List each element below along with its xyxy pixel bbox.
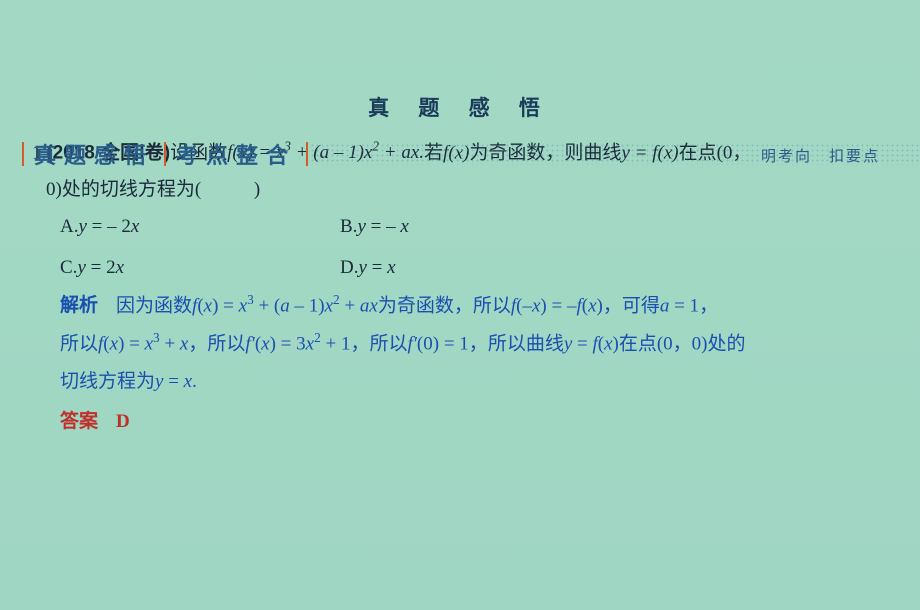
explain-label: 解析 (60, 295, 98, 316)
option-a: A.y = – 2x (60, 208, 340, 245)
math-expr: f (511, 295, 516, 316)
dotted-rule: 明考向 扣要点 (310, 143, 920, 165)
option-d: D.y = x (340, 249, 620, 286)
divider-icon (306, 142, 308, 166)
divider-icon (164, 142, 166, 166)
explain-text: 所以曲线 (488, 333, 564, 354)
answer: 答案 D (32, 403, 888, 440)
header-title-2: 考点整合 (176, 138, 296, 170)
explanation: 解析因为函数f(x) = x3 + (a – 1)x2 + ax为奇函数，所以f… (32, 287, 888, 402)
header-subtitle: 明考向 扣要点 (761, 145, 880, 166)
explain-text: 切线方程为 (60, 371, 155, 392)
answer-label: 答案 (60, 411, 98, 432)
explain-text: 因为函数 (116, 295, 192, 316)
explain-text: 在点(0，0)处的 (619, 333, 746, 354)
option-c: C.y = 2x (60, 249, 340, 286)
math-expr: f (192, 295, 197, 316)
explain-text: 为奇函数，所以 (378, 295, 511, 316)
header-title-1: 真题感悟 (34, 138, 154, 170)
explain-text: 所以 (369, 333, 407, 354)
answer-value: D (116, 411, 130, 432)
stem-line-2: 0)处的切线方程为( ) (32, 171, 888, 208)
option-b: B.y = – x (340, 208, 620, 245)
explain-text: 所以 (207, 333, 245, 354)
section-title: 真 题 感 悟 (0, 92, 920, 122)
divider-icon (22, 142, 24, 166)
header-bar: 真题感悟 考点整合 明考向 扣要点 (0, 140, 920, 168)
explain-text: 可得 (622, 295, 660, 316)
header-left: 真题感悟 考点整合 (0, 138, 308, 170)
explain-text: 所以 (60, 333, 98, 354)
options: A.y = – 2x B.y = – x C.y = 2x D.y = x (32, 208, 888, 286)
